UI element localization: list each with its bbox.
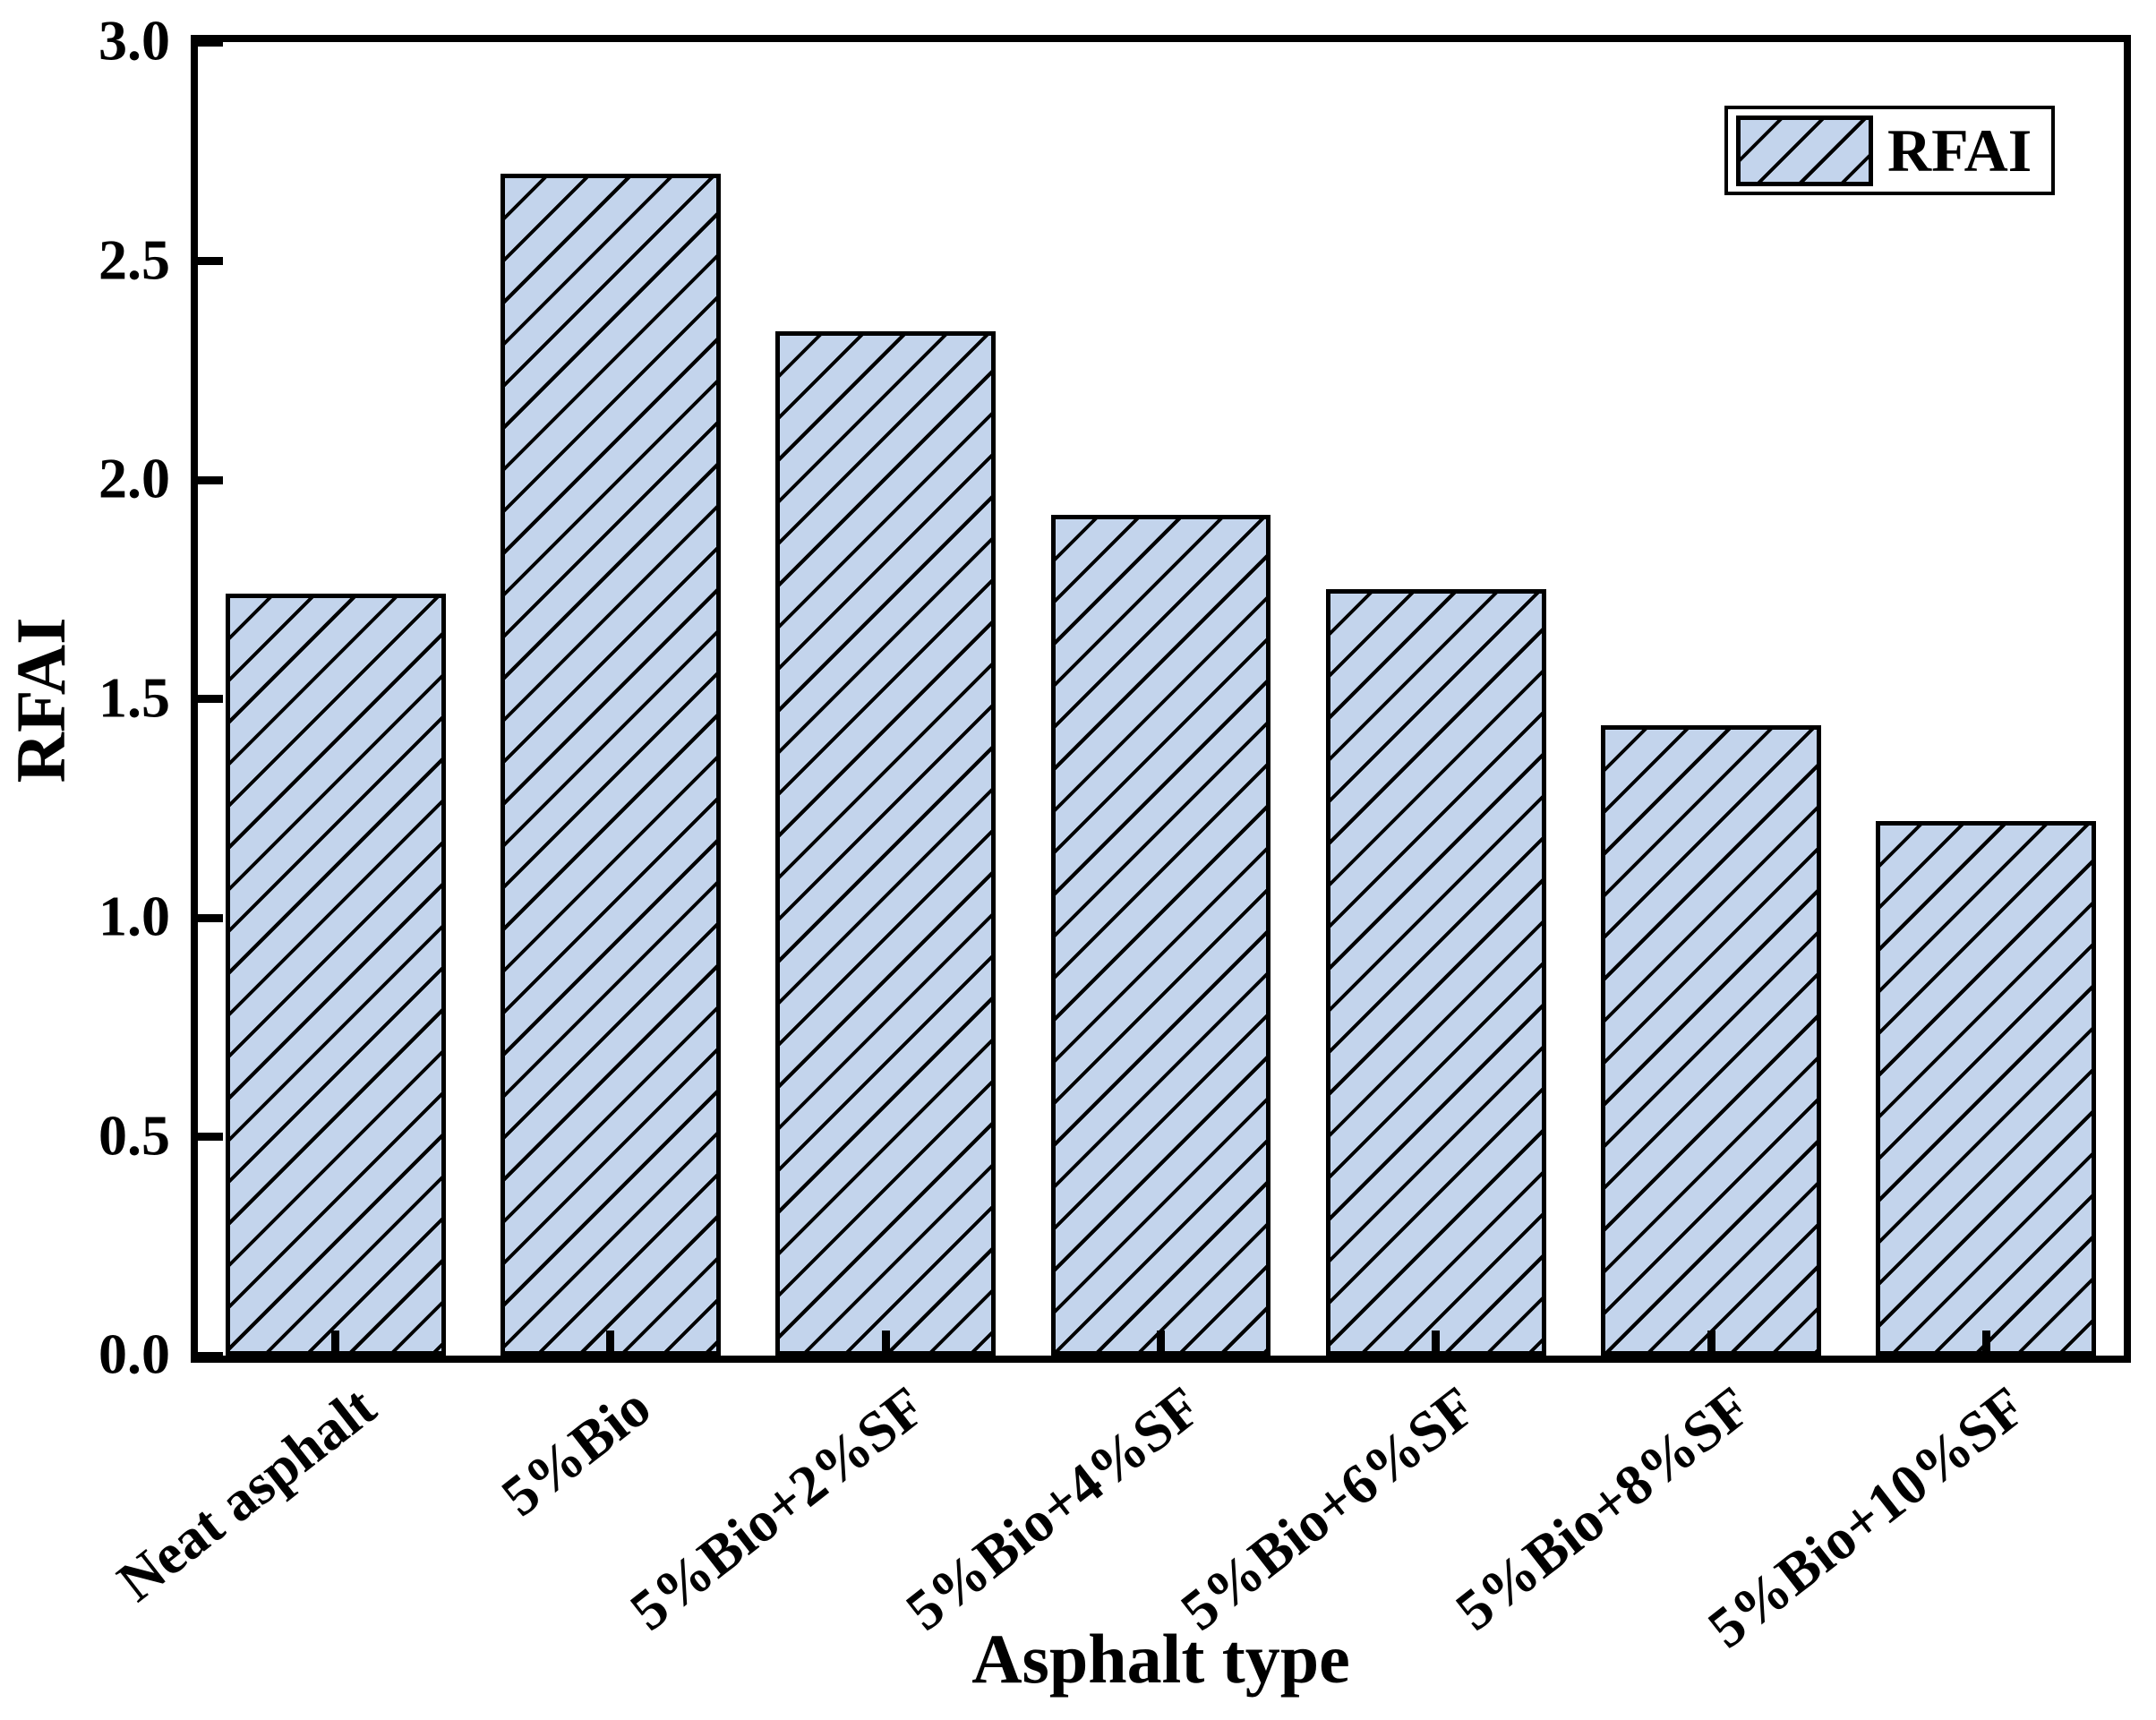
x-tick: [1981, 1331, 1990, 1356]
bar-3: [775, 330, 997, 1356]
x-tick-label: 5%Bio: [489, 1373, 663, 1528]
x-tick: [331, 1331, 340, 1356]
y-tick: [198, 695, 223, 703]
y-tick: [198, 1133, 223, 1141]
bar-5: [1325, 589, 1546, 1356]
bar-7: [1876, 821, 2097, 1356]
legend-series-label: RFAI: [1887, 116, 2032, 184]
y-tick-label: 0.0: [98, 1322, 170, 1386]
legend: RFAI: [1724, 106, 2055, 195]
x-tick-label: 5%Bio+2%SF: [618, 1373, 937, 1643]
y-tick-label: 1.5: [98, 665, 170, 730]
x-tick: [1432, 1331, 1441, 1356]
plot-area: [191, 35, 2131, 1363]
bar-2: [500, 173, 721, 1356]
x-tick-label: 5%Bio+4%SF: [894, 1373, 1212, 1643]
y-tick-label: 1.0: [98, 884, 170, 948]
y-tick-label: 0.5: [98, 1103, 170, 1168]
x-tick: [1707, 1331, 1715, 1356]
x-tick: [1157, 1331, 1165, 1356]
y-tick-label: 3.0: [98, 8, 170, 73]
legend-hatch-swatch-icon: [1736, 115, 1873, 186]
y-tick-label: 2.0: [98, 446, 170, 510]
y-tick: [198, 475, 223, 484]
x-tick-label: Neat asphalt: [105, 1373, 387, 1614]
y-tick: [198, 1351, 223, 1360]
y-tick-label: 2.5: [98, 227, 170, 292]
bar-6: [1601, 724, 1821, 1356]
x-tick: [606, 1331, 615, 1356]
x-tick: [881, 1331, 890, 1356]
x-tick-label: 5%Bio+6%SF: [1168, 1373, 1488, 1643]
y-tick: [198, 913, 223, 922]
x-axis-title: Asphalt type: [971, 1620, 1350, 1698]
bar-1: [225, 594, 446, 1356]
y-tick: [198, 257, 223, 265]
bar-4: [1050, 515, 1271, 1356]
y-tick: [198, 38, 223, 47]
